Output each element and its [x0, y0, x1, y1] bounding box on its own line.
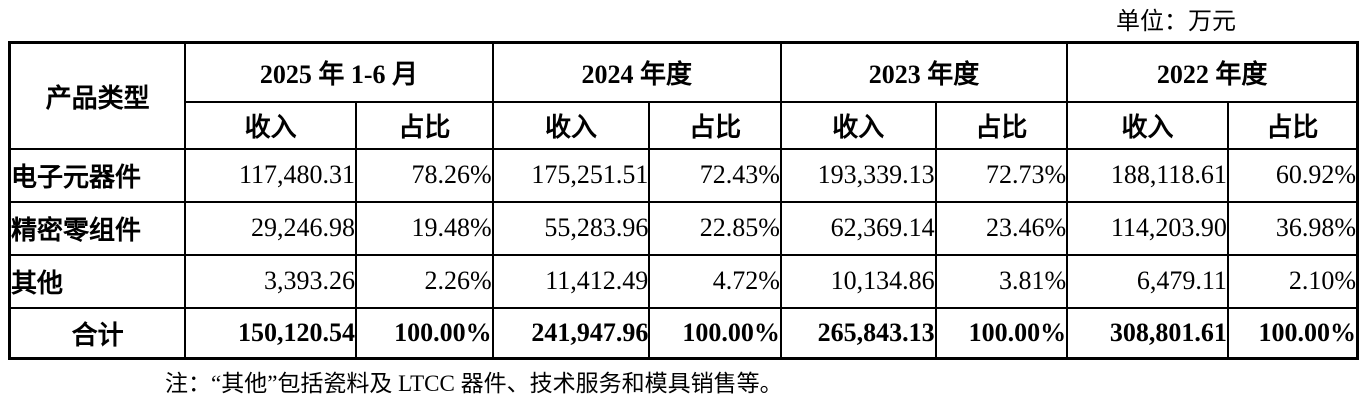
- share-cell: 2.26%: [355, 253, 494, 309]
- revenue-cell: 10,134.86: [779, 253, 937, 309]
- revenue-cell: 11,412.49: [491, 253, 651, 309]
- corner-header-product-type: 产品类型: [8, 41, 187, 150]
- share-cell: 23.46%: [934, 200, 1069, 256]
- subheader-share: 占比: [355, 100, 494, 150]
- period-header-2024: 2024 年度: [491, 41, 782, 103]
- row-label: 电子元器件: [8, 147, 187, 203]
- table-row-precision-parts: 精密零组件 29,246.98 19.48% 55,283.96 22.85% …: [8, 200, 1359, 256]
- share-cell: 2.10%: [1226, 253, 1359, 309]
- row-label: 其他: [8, 253, 187, 309]
- period-header-row: 产品类型 2025 年 1-6 月 2024 年度 2023 年度 2022 年…: [8, 41, 1359, 150]
- revenue-cell: 241,947.96: [491, 306, 651, 360]
- share-cell: 100.00%: [355, 306, 494, 360]
- revenue-cell: 114,203.90: [1066, 200, 1229, 256]
- subheader-share: 占比: [1226, 100, 1359, 150]
- revenue-cell: 29,246.98: [184, 200, 358, 256]
- revenue-cell: 62,369.14: [779, 200, 937, 256]
- revenue-cell: 150,120.54: [184, 306, 358, 360]
- share-cell: 36.98%: [1226, 200, 1359, 256]
- table-row-total: 合计 150,120.54 100.00% 241,947.96 100.00%…: [8, 306, 1359, 360]
- total-row-label: 合计: [8, 306, 187, 360]
- share-cell: 100.00%: [1226, 306, 1359, 360]
- share-cell: 3.81%: [934, 253, 1069, 309]
- period-header-2022: 2022 年度: [1066, 41, 1359, 103]
- subheader-revenue: 收入: [184, 100, 358, 150]
- subheader-share: 占比: [934, 100, 1069, 150]
- share-cell: 60.92%: [1226, 147, 1359, 203]
- revenue-cell: 308,801.61: [1066, 306, 1229, 360]
- share-cell: 19.48%: [355, 200, 494, 256]
- revenue-cell: 175,251.51: [491, 147, 651, 203]
- table-row-electronic-components: 电子元器件 117,480.31 78.26% 175,251.51 72.43…: [8, 147, 1359, 203]
- subheader-revenue: 收入: [1066, 100, 1229, 150]
- share-cell: 72.43%: [648, 147, 782, 203]
- subheader-revenue: 收入: [491, 100, 651, 150]
- revenue-cell: 193,339.13: [779, 147, 937, 203]
- revenue-cell: 55,283.96: [491, 200, 651, 256]
- share-cell: 72.73%: [934, 147, 1069, 203]
- revenue-by-product-table: 产品类型 2025 年 1-6 月 2024 年度 2023 年度 2022 年…: [8, 41, 1359, 361]
- share-cell: 100.00%: [934, 306, 1069, 360]
- share-cell: 100.00%: [648, 306, 782, 360]
- share-cell: 22.85%: [648, 200, 782, 256]
- period-header-2025h1: 2025 年 1-6 月: [184, 41, 494, 103]
- table-row-other: 其他 3,393.26 2.26% 11,412.49 4.72% 10,134…: [8, 253, 1359, 309]
- revenue-cell: 6,479.11: [1066, 253, 1229, 309]
- share-cell: 4.72%: [648, 253, 782, 309]
- row-label: 精密零组件: [8, 200, 187, 256]
- subheader-revenue: 收入: [779, 100, 937, 150]
- revenue-cell: 3,393.26: [184, 253, 358, 309]
- unit-label: 单位：万元: [1116, 9, 1236, 35]
- period-header-2023: 2023 年度: [779, 41, 1069, 103]
- subheader-row: 收入 占比 收入 占比 收入 占比 收入 占比: [10, 100, 1359, 150]
- subheader-share: 占比: [648, 100, 782, 150]
- share-cell: 78.26%: [355, 147, 494, 203]
- revenue-cell: 265,843.13: [779, 306, 937, 360]
- footnote: 注：“其他”包括瓷料及 LTCC 器件、技术服务和模具销售等。: [165, 371, 783, 397]
- revenue-cell: 117,480.31: [184, 147, 358, 203]
- revenue-cell: 188,118.61: [1066, 147, 1229, 203]
